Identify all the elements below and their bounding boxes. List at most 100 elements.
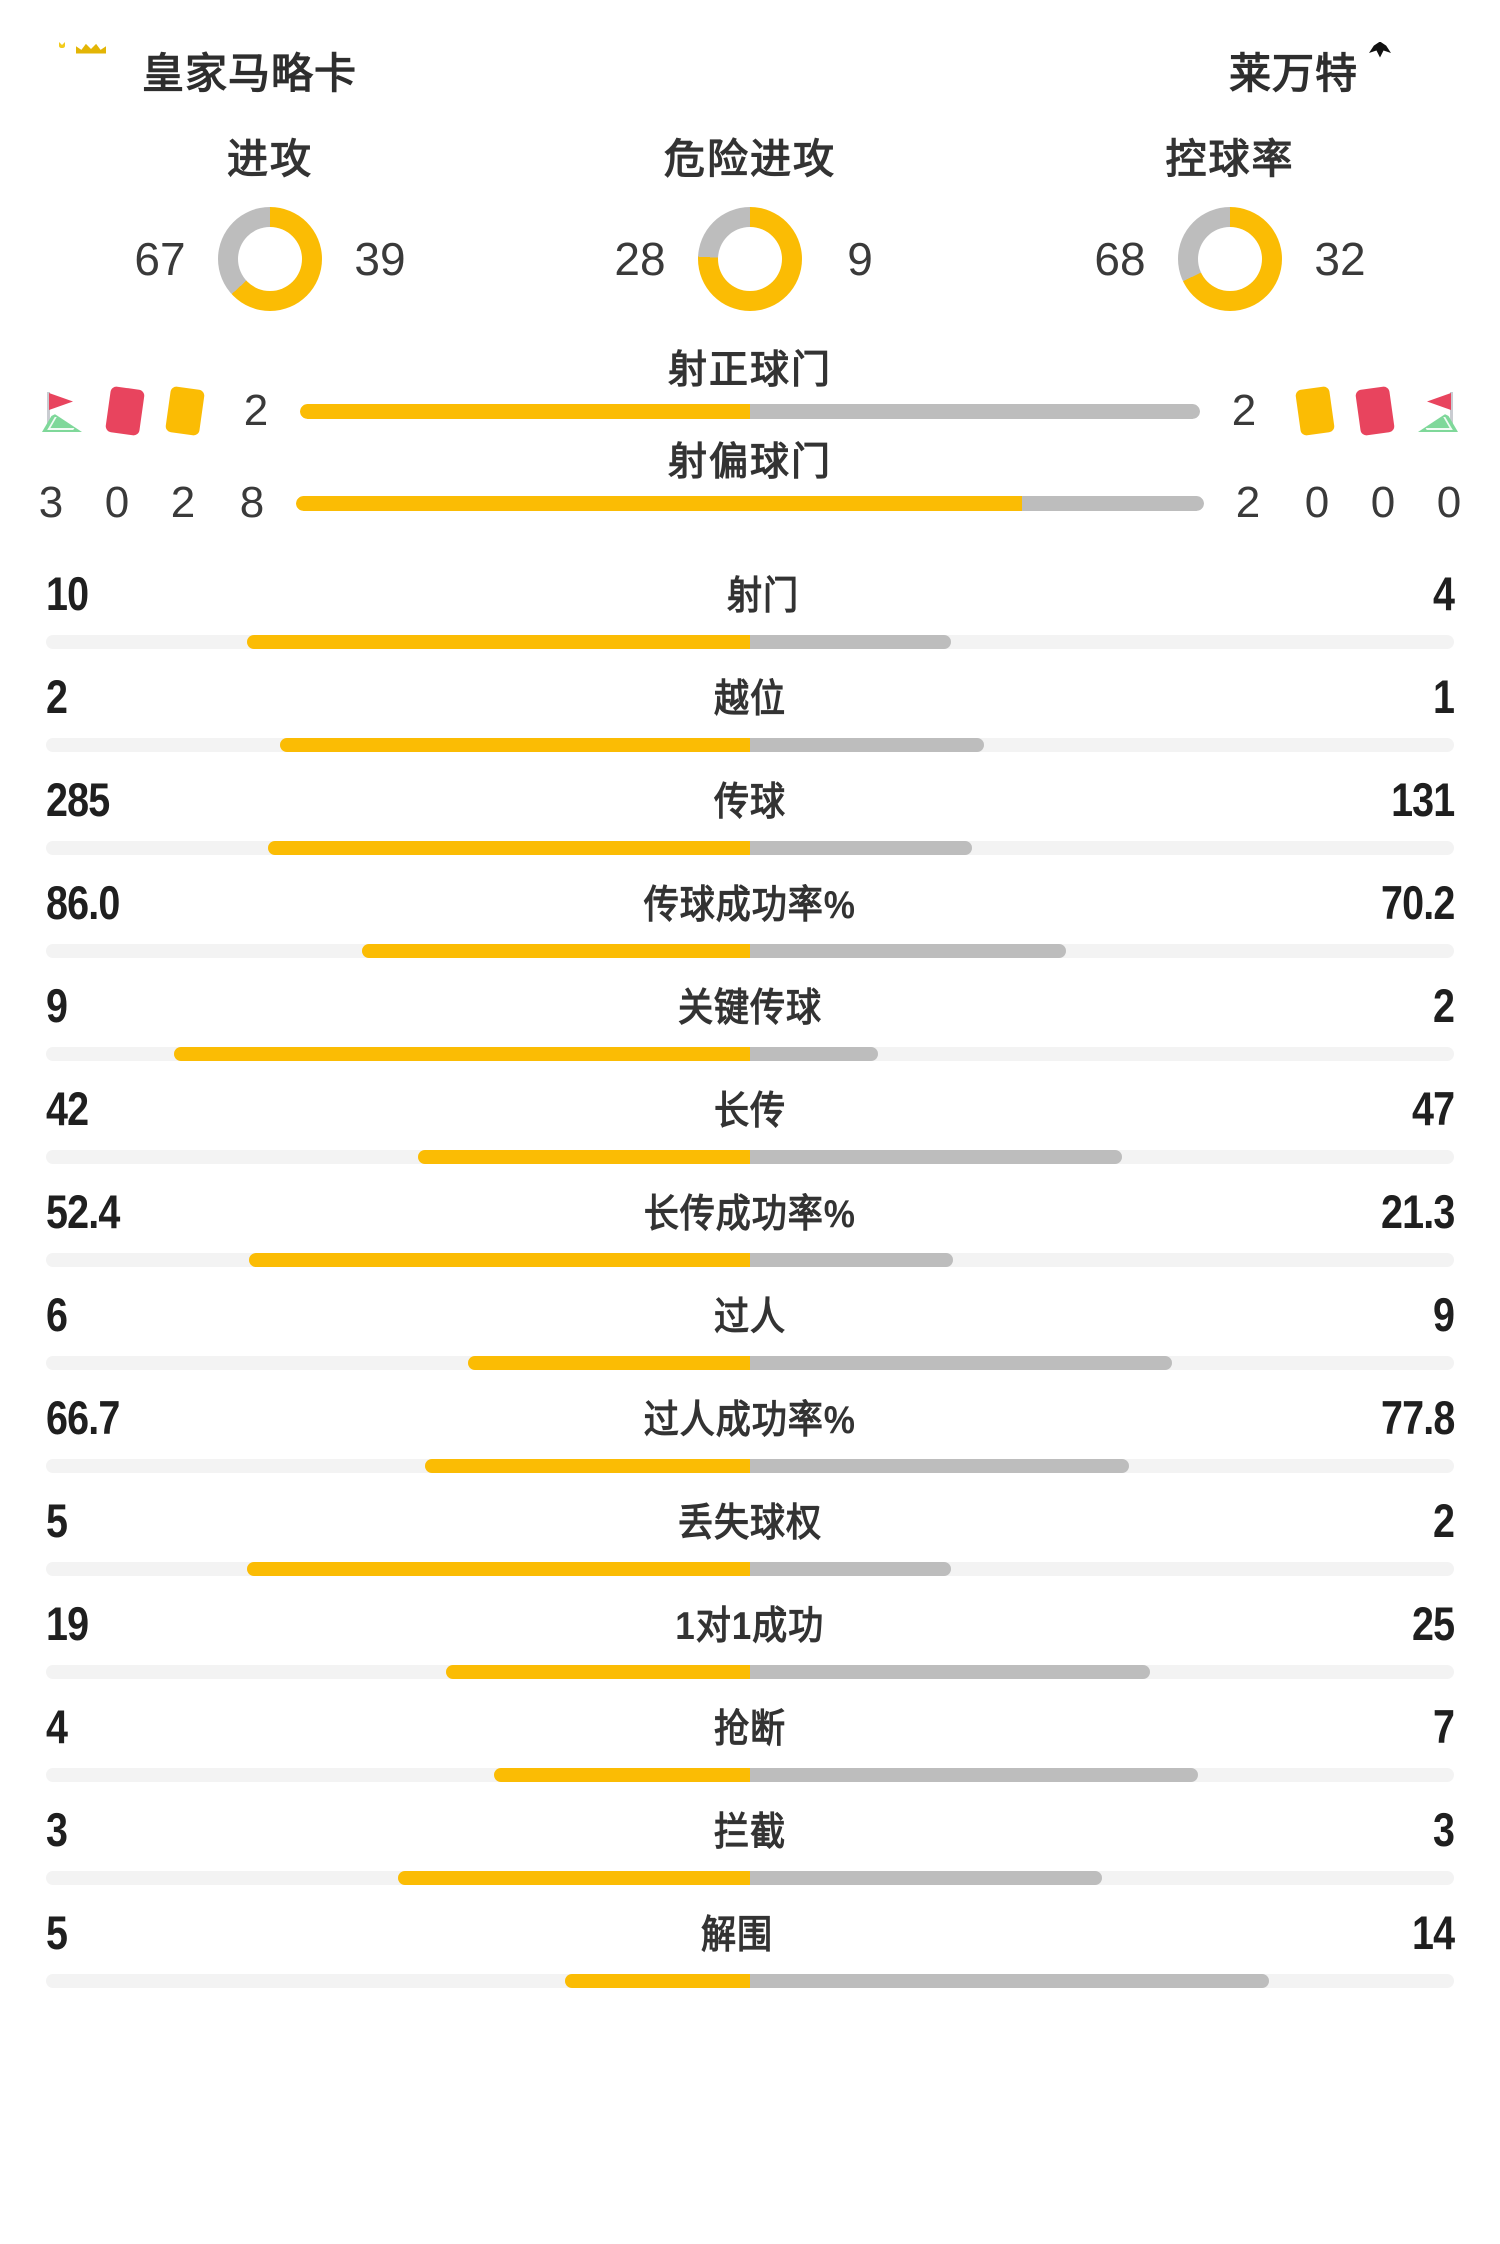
stat-row: 6 过人 9 (46, 1280, 1455, 1383)
yellow-card-icon (164, 385, 206, 437)
stat-row: 52.4 长传成功率% 21.3 (46, 1177, 1455, 1280)
stat-home-value: 5 (46, 1494, 68, 1547)
stat-home-value: 2 (46, 670, 68, 723)
away-corner-count: 0 (1436, 478, 1462, 527)
away-discipline-icons (1294, 385, 1464, 437)
stat-home-value: 6 (46, 1288, 68, 1341)
stat-row: 9 关键传球 2 (46, 971, 1455, 1074)
away-red-card-count: 0 (1370, 478, 1396, 527)
stat-bar-track (46, 1871, 1454, 1885)
stat-row: 42 长传 47 (46, 1074, 1455, 1177)
stat-bar-home (398, 1871, 750, 1885)
stat-away-value: 14 (1411, 1906, 1455, 1959)
red-card-icon (104, 385, 146, 437)
match-header: 皇家马略卡 莱万特 (0, 0, 1500, 115)
red-card-icon (1354, 385, 1396, 437)
stat-label: 丢失球权 (677, 1502, 822, 1545)
stat-away-value: 47 (1411, 1082, 1455, 1135)
donut-home-value-possession: 68 (1094, 233, 1146, 285)
stat-away-shots-on-target: 2 (1231, 386, 1257, 435)
stat-bar-home (417, 1150, 750, 1164)
donut-away-value-possession: 32 (1314, 233, 1366, 285)
stat-bar-away (750, 738, 985, 752)
stat-label: 传球成功率% (643, 884, 857, 927)
stat-row-header: 3 拦截 3 (46, 1795, 1455, 1857)
stat-label: 过人成功率% (643, 1399, 857, 1442)
stat-row-header: 19 1对1成功 25 (46, 1589, 1455, 1651)
stat-bar-away (750, 841, 972, 855)
donut-away-value-attack: 39 (354, 233, 406, 285)
donut-chart-attack (218, 207, 322, 311)
stat-row-header: 285 传球 131 (46, 765, 1455, 827)
stat-bar-home (247, 635, 750, 649)
donut-title-attack: 进攻 (227, 136, 313, 182)
stat-bar-home (247, 1562, 750, 1576)
home-yellow-card-count: 2 (170, 478, 196, 527)
stat-away-value: 2 (1432, 979, 1455, 1032)
stat-row: 5 解围 14 (46, 1898, 1455, 2001)
stat-row-header: 52.4 长传成功率% 21.3 (46, 1177, 1455, 1239)
stat-away-value: 4 (1432, 567, 1455, 620)
stat-row: 5 丢失球权 2 (46, 1486, 1455, 1589)
stat-bar-home (424, 1459, 750, 1473)
stat-row-header: 4 抢断 7 (46, 1692, 1455, 1754)
stat-bar-away (750, 1459, 1129, 1473)
stat-row-header: 66.7 过人成功率% 77.8 (46, 1383, 1455, 1445)
donut-chart-dangerous-attack (698, 207, 802, 311)
stat-home-value: 9 (46, 979, 68, 1032)
home-team: 皇家马略卡 (62, 40, 357, 101)
stat-home-shots-on-target: 2 (243, 386, 269, 435)
stat-label: 抢断 (713, 1708, 786, 1751)
stat-row-header: 5 丢失球权 2 (46, 1486, 1455, 1548)
stat-bar-away (750, 1768, 1198, 1782)
stat-bar-track (46, 1768, 1454, 1782)
stat-bar-track (46, 738, 1454, 752)
stat-row-header: 9 关键传球 2 (46, 971, 1455, 1033)
stat-bar-home (468, 1356, 750, 1370)
home-corner-count: 3 (38, 478, 64, 527)
stat-bar-away (750, 1150, 1122, 1164)
corner-flag-icon (36, 388, 82, 434)
levante-crest-icon (1380, 42, 1438, 100)
away-discipline-counts: 0 0 0 (1302, 478, 1464, 528)
stat-bar-home (493, 1768, 750, 1782)
donut-title-possession: 控球率 (1165, 136, 1295, 182)
stat-away-value: 131 (1390, 773, 1455, 826)
home-team-name: 皇家马略卡 (142, 50, 358, 97)
stat-bar-track (46, 1253, 1454, 1267)
stat-bar-track (46, 1974, 1454, 1988)
stat-away-value: 25 (1411, 1597, 1455, 1650)
stat-bar-away (750, 1047, 879, 1061)
icon-stats-block: 射正球门 2 2 射偏球门 3 0 2 8 (0, 349, 1500, 549)
yellow-card-icon (1294, 385, 1336, 437)
stat-row: 10 射门 4 (46, 559, 1455, 662)
stat-row-shots-off-target: 射偏球门 3 0 2 8 2 0 0 0 (36, 441, 1464, 549)
donut-title-dangerous-attack: 危险进攻 (664, 136, 836, 182)
donut-block-possession: 控球率 68 32 (992, 125, 1467, 311)
stat-home-value: 19 (46, 1597, 89, 1650)
stat-row-header: 86.0 传球成功率% 70.2 (46, 868, 1455, 930)
donut-chart-possession (1178, 207, 1282, 311)
stat-bar-track (46, 1665, 1454, 1679)
stat-row: 66.7 过人成功率% 77.8 (46, 1383, 1455, 1486)
stat-home-shots-off-target: 8 (239, 478, 265, 527)
stat-row-header: 42 长传 47 (46, 1074, 1455, 1136)
stat-bar-track (46, 1356, 1454, 1370)
stat-away-shots-off-target: 2 (1235, 478, 1261, 527)
stat-bar-track (46, 1459, 1454, 1473)
stat-bar-track (46, 944, 1454, 958)
stat-label: 解围 (701, 1914, 774, 1957)
away-team-name: 莱万特 (1228, 50, 1358, 97)
stat-row-shots-on-target: 射正球门 2 2 (36, 349, 1464, 457)
stat-row: 2 越位 1 (46, 662, 1455, 765)
stat-bar-shots-off-target (296, 495, 1204, 511)
corner-flag-icon (1418, 388, 1464, 434)
stat-row: 4 抢断 7 (46, 1692, 1455, 1795)
stat-comparison-list: 10 射门 4 2 越位 1 285 传球 131 86.0 传球成功率% 70.2 9 关键传球 2 42 长… (0, 549, 1500, 2001)
donut-block-dangerous-attack: 危险进攻 28 9 (512, 125, 987, 311)
stat-label: 越位 (713, 678, 786, 721)
stat-row: 3 拦截 3 (46, 1795, 1455, 1898)
away-team: 莱万特 (1229, 40, 1438, 101)
stat-bar-away (750, 1356, 1173, 1370)
stat-away-value: 70.2 (1380, 876, 1455, 929)
